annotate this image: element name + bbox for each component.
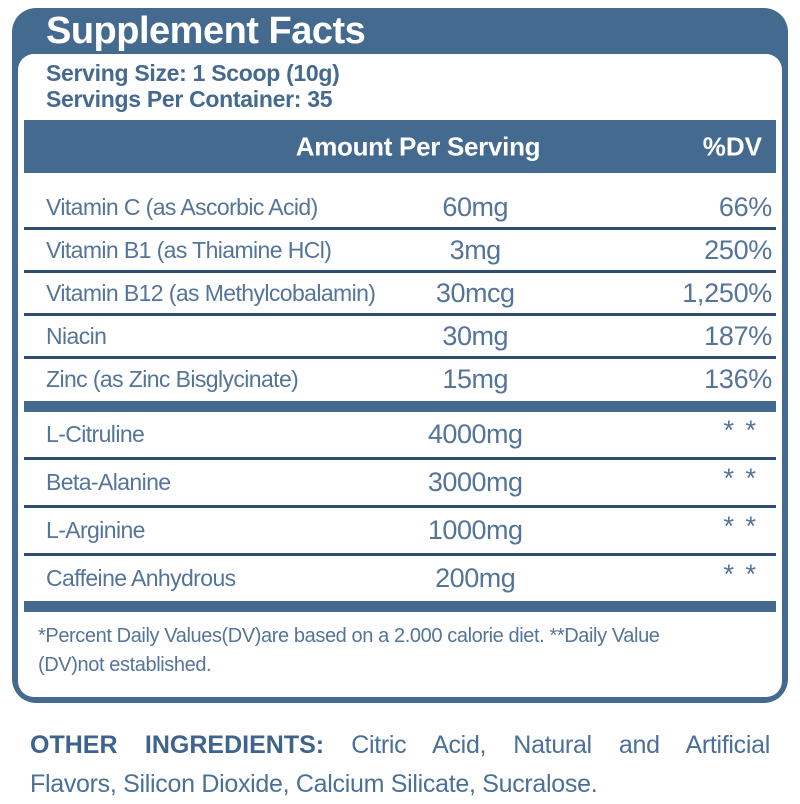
page-title: Supplement Facts: [46, 10, 366, 52]
facts-panel: Serving Size: 1 Scoop (10g) Servings Per…: [18, 54, 782, 697]
ingredient-dv: 136%: [704, 363, 772, 394]
vitamin-rows: Vitamin C (as Ascorbic Acid) 60mg 66% Vi…: [24, 187, 776, 399]
table-row: Vitamin C (as Ascorbic Acid) 60mg 66%: [24, 187, 776, 227]
ingredient-asterisks: * *: [723, 559, 758, 589]
dv-footnote: *Percent Daily Values(DV)are based on a …: [24, 622, 776, 680]
dv-footnote-line2: (DV)not established.: [38, 654, 212, 676]
ingredient-asterisks: * *: [723, 415, 758, 445]
ingredient-name: L-Citruline: [46, 421, 145, 447]
supplement-facts-card: Supplement Facts Serving Size: 1 Scoop (…: [12, 8, 788, 703]
ingredient-dv: 66%: [718, 191, 772, 222]
table-row: Niacin 30mg 187%: [24, 313, 776, 356]
table-row: L-Arginine 1000mg * *: [24, 505, 776, 553]
table-row: Caffeine Anhydrous 200mg * *: [24, 553, 776, 601]
ingredient-name: Vitamin B12 (as Methylcobalamin): [46, 279, 376, 306]
ingredient-amount: 200mg: [435, 563, 516, 593]
servings-per-container: Servings Per Container: 35: [46, 86, 333, 112]
ingredient-amount: 4000mg: [427, 419, 523, 449]
table-header-bar: Amount Per Serving %DV: [24, 120, 776, 173]
other-ingredients-line1: OTHER INGREDIENTS: Citric Acid, Natural …: [30, 726, 770, 765]
table-row: Vitamin B12 (as Methylcobalamin) 30mcg 1…: [24, 270, 776, 313]
ingredient-name: Vitamin C (as Ascorbic Acid): [46, 193, 318, 220]
amount-per-serving-header: Amount Per Serving: [295, 131, 541, 161]
serving-size: Serving Size: 1 Scoop (10g): [46, 60, 340, 86]
ingredient-amount: 3000mg: [427, 467, 523, 497]
ingredient-amount: 60mg: [442, 191, 508, 222]
section-divider: [24, 401, 776, 412]
ingredient-amount: 30mcg: [435, 277, 515, 308]
table-row: Beta-Alanine 3000mg * *: [24, 457, 776, 505]
table-row: L-Citruline 4000mg * *: [24, 412, 776, 457]
other-ingredients-list-part1: Citric Acid, Natural and Artificial: [351, 731, 770, 759]
other-ingredients-label: OTHER INGREDIENTS:: [30, 731, 325, 759]
ingredient-name: Niacin: [46, 322, 107, 349]
table-row: Zinc (as Zinc Bisglycinate) 15mg 136%: [24, 356, 776, 399]
ingredient-name: Vitamin B1 (as Thiamine HCl): [46, 236, 332, 263]
ingredient-dv: 187%: [704, 320, 772, 351]
ingredient-asterisks: * *: [723, 511, 758, 541]
ingredient-amount: 15mg: [442, 363, 508, 394]
ingredient-amount: 1000mg: [427, 515, 523, 545]
ingredient-name: L-Arginine: [46, 517, 145, 543]
dv-header: %DV: [702, 131, 762, 161]
ingredient-name: Caffeine Anhydrous: [46, 565, 236, 591]
ingredient-amount: 3mg: [449, 234, 502, 265]
ingredient-name: Beta-Alanine: [46, 469, 171, 495]
ingredient-amount: 30mg: [442, 320, 508, 351]
ingredient-dv: 250%: [704, 234, 772, 265]
other-ingredients-line2: Flavors, Silicon Dioxide, Calcium Silica…: [30, 770, 598, 798]
blend-rows: L-Citruline 4000mg * * Beta-Alanine 3000…: [24, 412, 776, 601]
section-divider: [24, 601, 776, 612]
dv-footnote-line1: *Percent Daily Values(DV)are based on a …: [38, 625, 660, 647]
ingredient-name: Zinc (as Zinc Bisglycinate): [46, 365, 299, 392]
ingredient-asterisks: * *: [723, 463, 758, 493]
ingredient-dv: 1,250%: [682, 277, 772, 308]
other-ingredients: OTHER INGREDIENTS: Citric Acid, Natural …: [30, 726, 770, 804]
table-row: Vitamin B1 (as Thiamine HCl) 3mg 250%: [24, 227, 776, 270]
